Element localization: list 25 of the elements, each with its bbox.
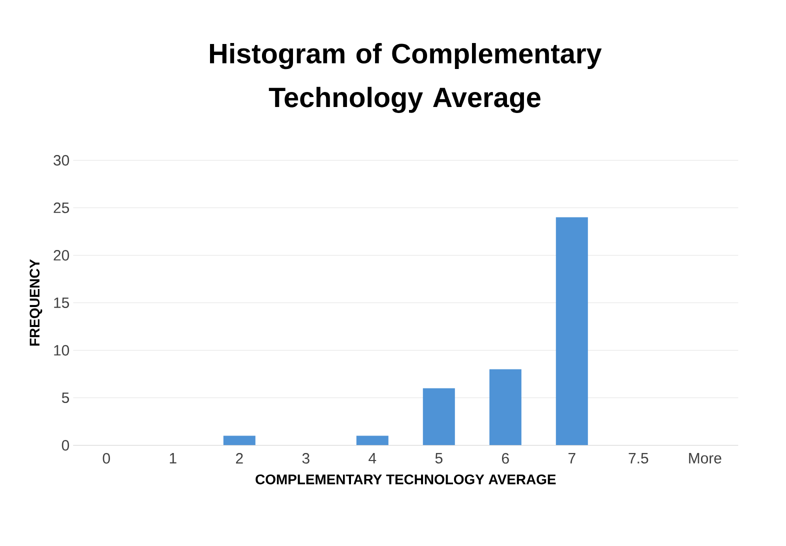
bar [223,436,256,446]
x-tick-label: More [689,453,722,464]
y-tick-label: 30 [54,154,70,166]
y-tick-label: 10 [54,344,70,356]
x-tick-label: 3 [302,453,310,464]
x-axis-title: COMPLEMENTARY TECHNOLOGY AVERAGE [256,474,556,484]
chart-title: Histogram of Complementary Technology Average [210,43,602,113]
bar [489,369,522,446]
x-tick-label: 2 [236,453,243,464]
y-axis-title: FREQUENCY [30,259,42,346]
bar [556,217,588,446]
x-tick-label: 7.5 [628,453,648,464]
x-tick-label: 1 [170,453,176,464]
bar [422,388,455,446]
x-tick-label: 6 [502,453,509,464]
y-tick-label: 5 [62,392,70,403]
y-tick-label: 20 [54,250,70,261]
y-tick-label: 25 [54,202,70,214]
x-tick-label: 7 [568,453,576,464]
bar [356,436,388,446]
x-tick-label: 0 [102,453,110,464]
x-tick-label: 5 [435,453,442,464]
y-tick-label: 0 [62,440,70,451]
y-tick-label: 15 [54,298,70,308]
x-tick-label: 4 [368,453,376,464]
